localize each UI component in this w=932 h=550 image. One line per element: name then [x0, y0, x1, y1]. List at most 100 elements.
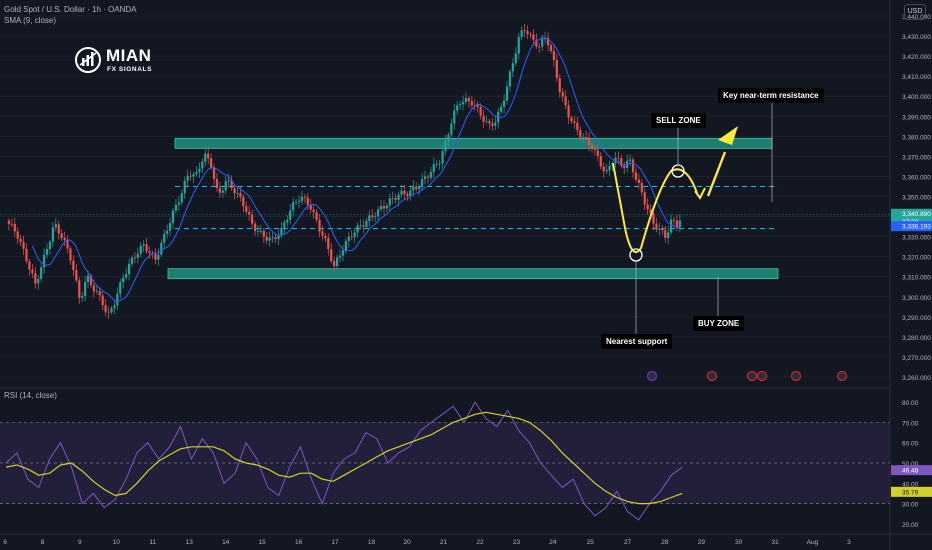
candle-body: [283, 222, 286, 228]
candle-body: [664, 230, 667, 238]
candle-body: [347, 236, 350, 242]
candle-body: [315, 212, 318, 220]
candle-body: [98, 291, 101, 296]
candle-body: [294, 202, 298, 203]
candle-body: [350, 236, 353, 238]
candle-body: [292, 202, 295, 211]
symbol-title[interactable]: Gold Spot / U.S. Dollar · 1h · OANDA: [4, 5, 137, 14]
price-tick-label: 3,430.000: [902, 34, 931, 41]
candle-body: [500, 106, 503, 112]
time-tick-label: 28: [661, 539, 669, 546]
candle-body: [227, 180, 230, 182]
time-tick-label: 31: [772, 539, 780, 546]
rsi-tick-label: 80.00: [902, 400, 919, 407]
sma-indicator-label[interactable]: SMA (9, close): [4, 16, 57, 25]
candle-body: [230, 180, 233, 189]
candle-body: [157, 254, 160, 260]
candle-body: [353, 232, 356, 238]
time-tick-label: 21: [440, 539, 448, 546]
candle-body: [596, 150, 599, 156]
candle-body: [546, 38, 550, 46]
candle-body: [192, 174, 195, 177]
event-flag-icon: [706, 370, 718, 382]
candle-body: [133, 257, 137, 259]
candle-body: [538, 46, 541, 48]
candle-body: [585, 137, 588, 138]
candle-body: [494, 122, 497, 126]
candle-body: [303, 196, 306, 198]
candle-body: [253, 223, 257, 231]
candle-body: [418, 187, 421, 190]
candle-body: [587, 137, 591, 145]
candle-body: [470, 101, 473, 106]
candle-body: [456, 105, 459, 111]
support-marker: [629, 248, 643, 262]
candle-body: [341, 250, 345, 256]
candle-body: [599, 155, 602, 167]
time-tick-label: 29: [698, 539, 706, 546]
candle-body: [552, 51, 556, 60]
candle-body: [429, 171, 432, 178]
candle-body: [189, 175, 192, 177]
candle-body: [678, 220, 681, 228]
rsi-value: 46.48: [902, 468, 919, 475]
price-tick-label: 3,320.000: [902, 255, 931, 262]
currency-selector[interactable]: USD: [904, 4, 926, 20]
time-tick-label: 11: [149, 539, 156, 546]
candle-body: [573, 121, 576, 123]
candle-body: [160, 242, 163, 255]
candle-body: [631, 159, 635, 173]
candle-body: [643, 192, 646, 205]
candle-body: [646, 204, 649, 210]
price-tick-label: 3,360.000: [902, 174, 931, 181]
candle-body: [532, 34, 535, 40]
candle-body: [555, 59, 558, 78]
candle-body: [464, 98, 468, 102]
time-tick-label: 25: [587, 539, 595, 546]
candle-body: [640, 182, 643, 193]
candle-body: [42, 254, 46, 268]
candle-body: [675, 220, 679, 228]
candle-body: [576, 122, 579, 131]
candle-body: [280, 227, 283, 236]
logo-name: MIAN: [106, 46, 152, 65]
time-tick-label: 30: [735, 539, 743, 546]
candle-body: [72, 260, 75, 271]
time-tick-label: 9: [78, 539, 82, 546]
candle-body: [57, 224, 60, 234]
rsi-indicator-label[interactable]: RSI (14, close): [4, 391, 57, 400]
candle-body: [204, 153, 207, 162]
candle-body: [207, 153, 210, 159]
candle-body: [130, 257, 134, 264]
candle-body: [379, 206, 383, 210]
candle-body: [365, 220, 368, 227]
candle-body: [620, 158, 623, 166]
rsi-tick-label: 70.00: [902, 420, 919, 427]
candle-body: [10, 223, 13, 225]
candle-body: [84, 282, 87, 296]
rsi-tick-label: 30.00: [902, 502, 919, 509]
candle-body: [582, 137, 585, 138]
candle-body: [259, 230, 263, 232]
candle-body: [426, 176, 430, 178]
candle-body: [183, 180, 186, 194]
candle-body: [104, 305, 107, 312]
candle-body: [388, 198, 391, 206]
candle-body: [359, 225, 362, 227]
candle-body: [221, 190, 224, 193]
candle-body: [54, 224, 57, 228]
rsi-tick-label: 20.00: [902, 522, 919, 529]
candle-body: [420, 179, 424, 188]
candle-body: [505, 86, 509, 101]
candle-body: [412, 186, 415, 191]
candle-body: [362, 225, 365, 227]
candle-body: [242, 196, 245, 207]
candle-body: [274, 237, 277, 240]
candle-body: [25, 248, 28, 262]
candle-body: [265, 236, 268, 241]
candle-body: [136, 253, 139, 258]
time-tick-label: 6: [3, 539, 7, 546]
candle-body: [459, 104, 462, 106]
candle-body: [166, 230, 169, 234]
